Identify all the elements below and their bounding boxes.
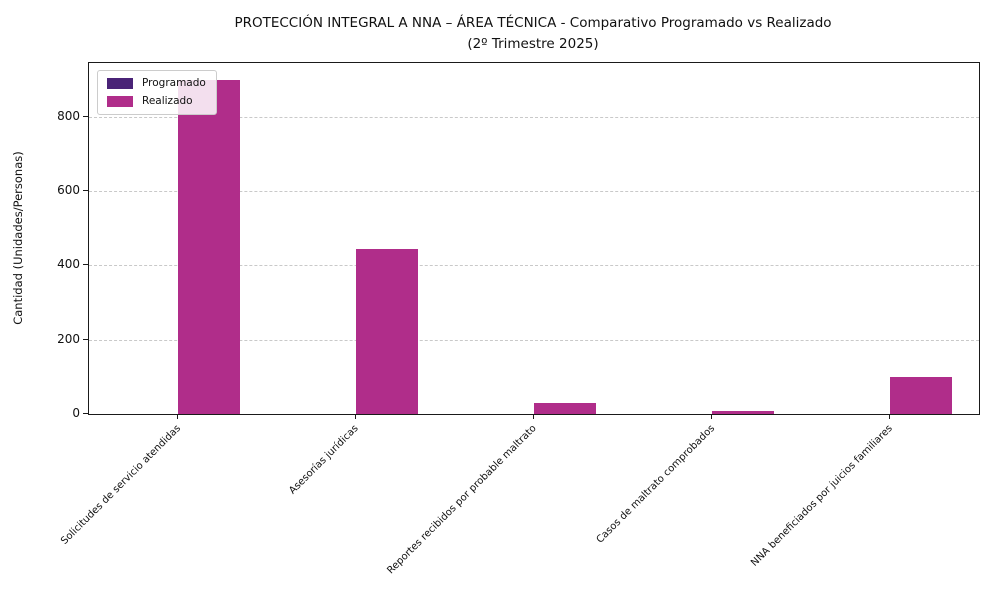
y-tick-mark-600 xyxy=(83,190,88,192)
y-tick-label-0: 0 xyxy=(72,406,80,420)
gridline-y-400 xyxy=(89,265,979,267)
bar-realizado-0 xyxy=(178,79,241,414)
x-tick-mark-3 xyxy=(711,414,712,419)
legend-label: Realizado xyxy=(142,95,193,107)
y-tick-mark-800 xyxy=(83,115,88,117)
y-tick-label-400: 400 xyxy=(57,257,80,272)
x-tick-mark-4 xyxy=(889,414,890,419)
plot-area: Programado Realizado xyxy=(88,62,980,415)
x-tick-mark-2 xyxy=(533,414,534,419)
x-tick-label-1: Asesorías jurídicas xyxy=(287,423,361,497)
legend: Programado Realizado xyxy=(97,70,217,115)
legend-swatch-icon xyxy=(107,96,133,107)
x-tick-mark-0 xyxy=(177,414,178,419)
x-tick-label-3: Casos de maltrato comprobados xyxy=(594,423,717,546)
legend-swatch-icon xyxy=(107,78,133,89)
x-tick-mark-1 xyxy=(355,414,356,419)
gridline-y-200 xyxy=(89,339,979,341)
y-tick-mark-400 xyxy=(83,264,88,266)
y-tick-mark-200 xyxy=(83,338,88,340)
bar-realizado-4 xyxy=(890,376,953,414)
y-tick-label-200: 200 xyxy=(57,331,80,346)
legend-item-realizado: Realizado xyxy=(107,96,206,107)
y-axis-label-text: Cantidad (Unidades/Personas) xyxy=(11,150,25,325)
x-tick-label-0: Solicitudes de servicio atendidas xyxy=(58,423,183,547)
x-tick-label-4: NNA beneficiados por juicios familiares xyxy=(749,423,895,569)
chart-title-line1: PROTECCIÓN INTEGRAL A NNA – ÁREA TÉCNICA… xyxy=(234,15,832,31)
y-tick-mark-0 xyxy=(83,413,88,414)
legend-item-programado: Programado xyxy=(107,78,206,89)
bar-realizado-3 xyxy=(712,411,775,414)
chart-title-line2: (2º Trimestre 2025) xyxy=(467,36,599,52)
chart-title: PROTECCIÓN INTEGRAL A NNA – ÁREA TÉCNICA… xyxy=(88,13,978,55)
x-tick-label-2: Reportes recibidos por probable maltrato xyxy=(385,423,539,577)
bar-realizado-1 xyxy=(356,248,419,414)
gridline-y-600 xyxy=(89,191,979,193)
legend-label: Programado xyxy=(142,77,206,89)
y-tick-label-600: 600 xyxy=(57,183,80,198)
gridline-y-800 xyxy=(89,116,979,118)
bar-realizado-2 xyxy=(534,402,597,414)
y-tick-label-800: 800 xyxy=(57,108,80,123)
